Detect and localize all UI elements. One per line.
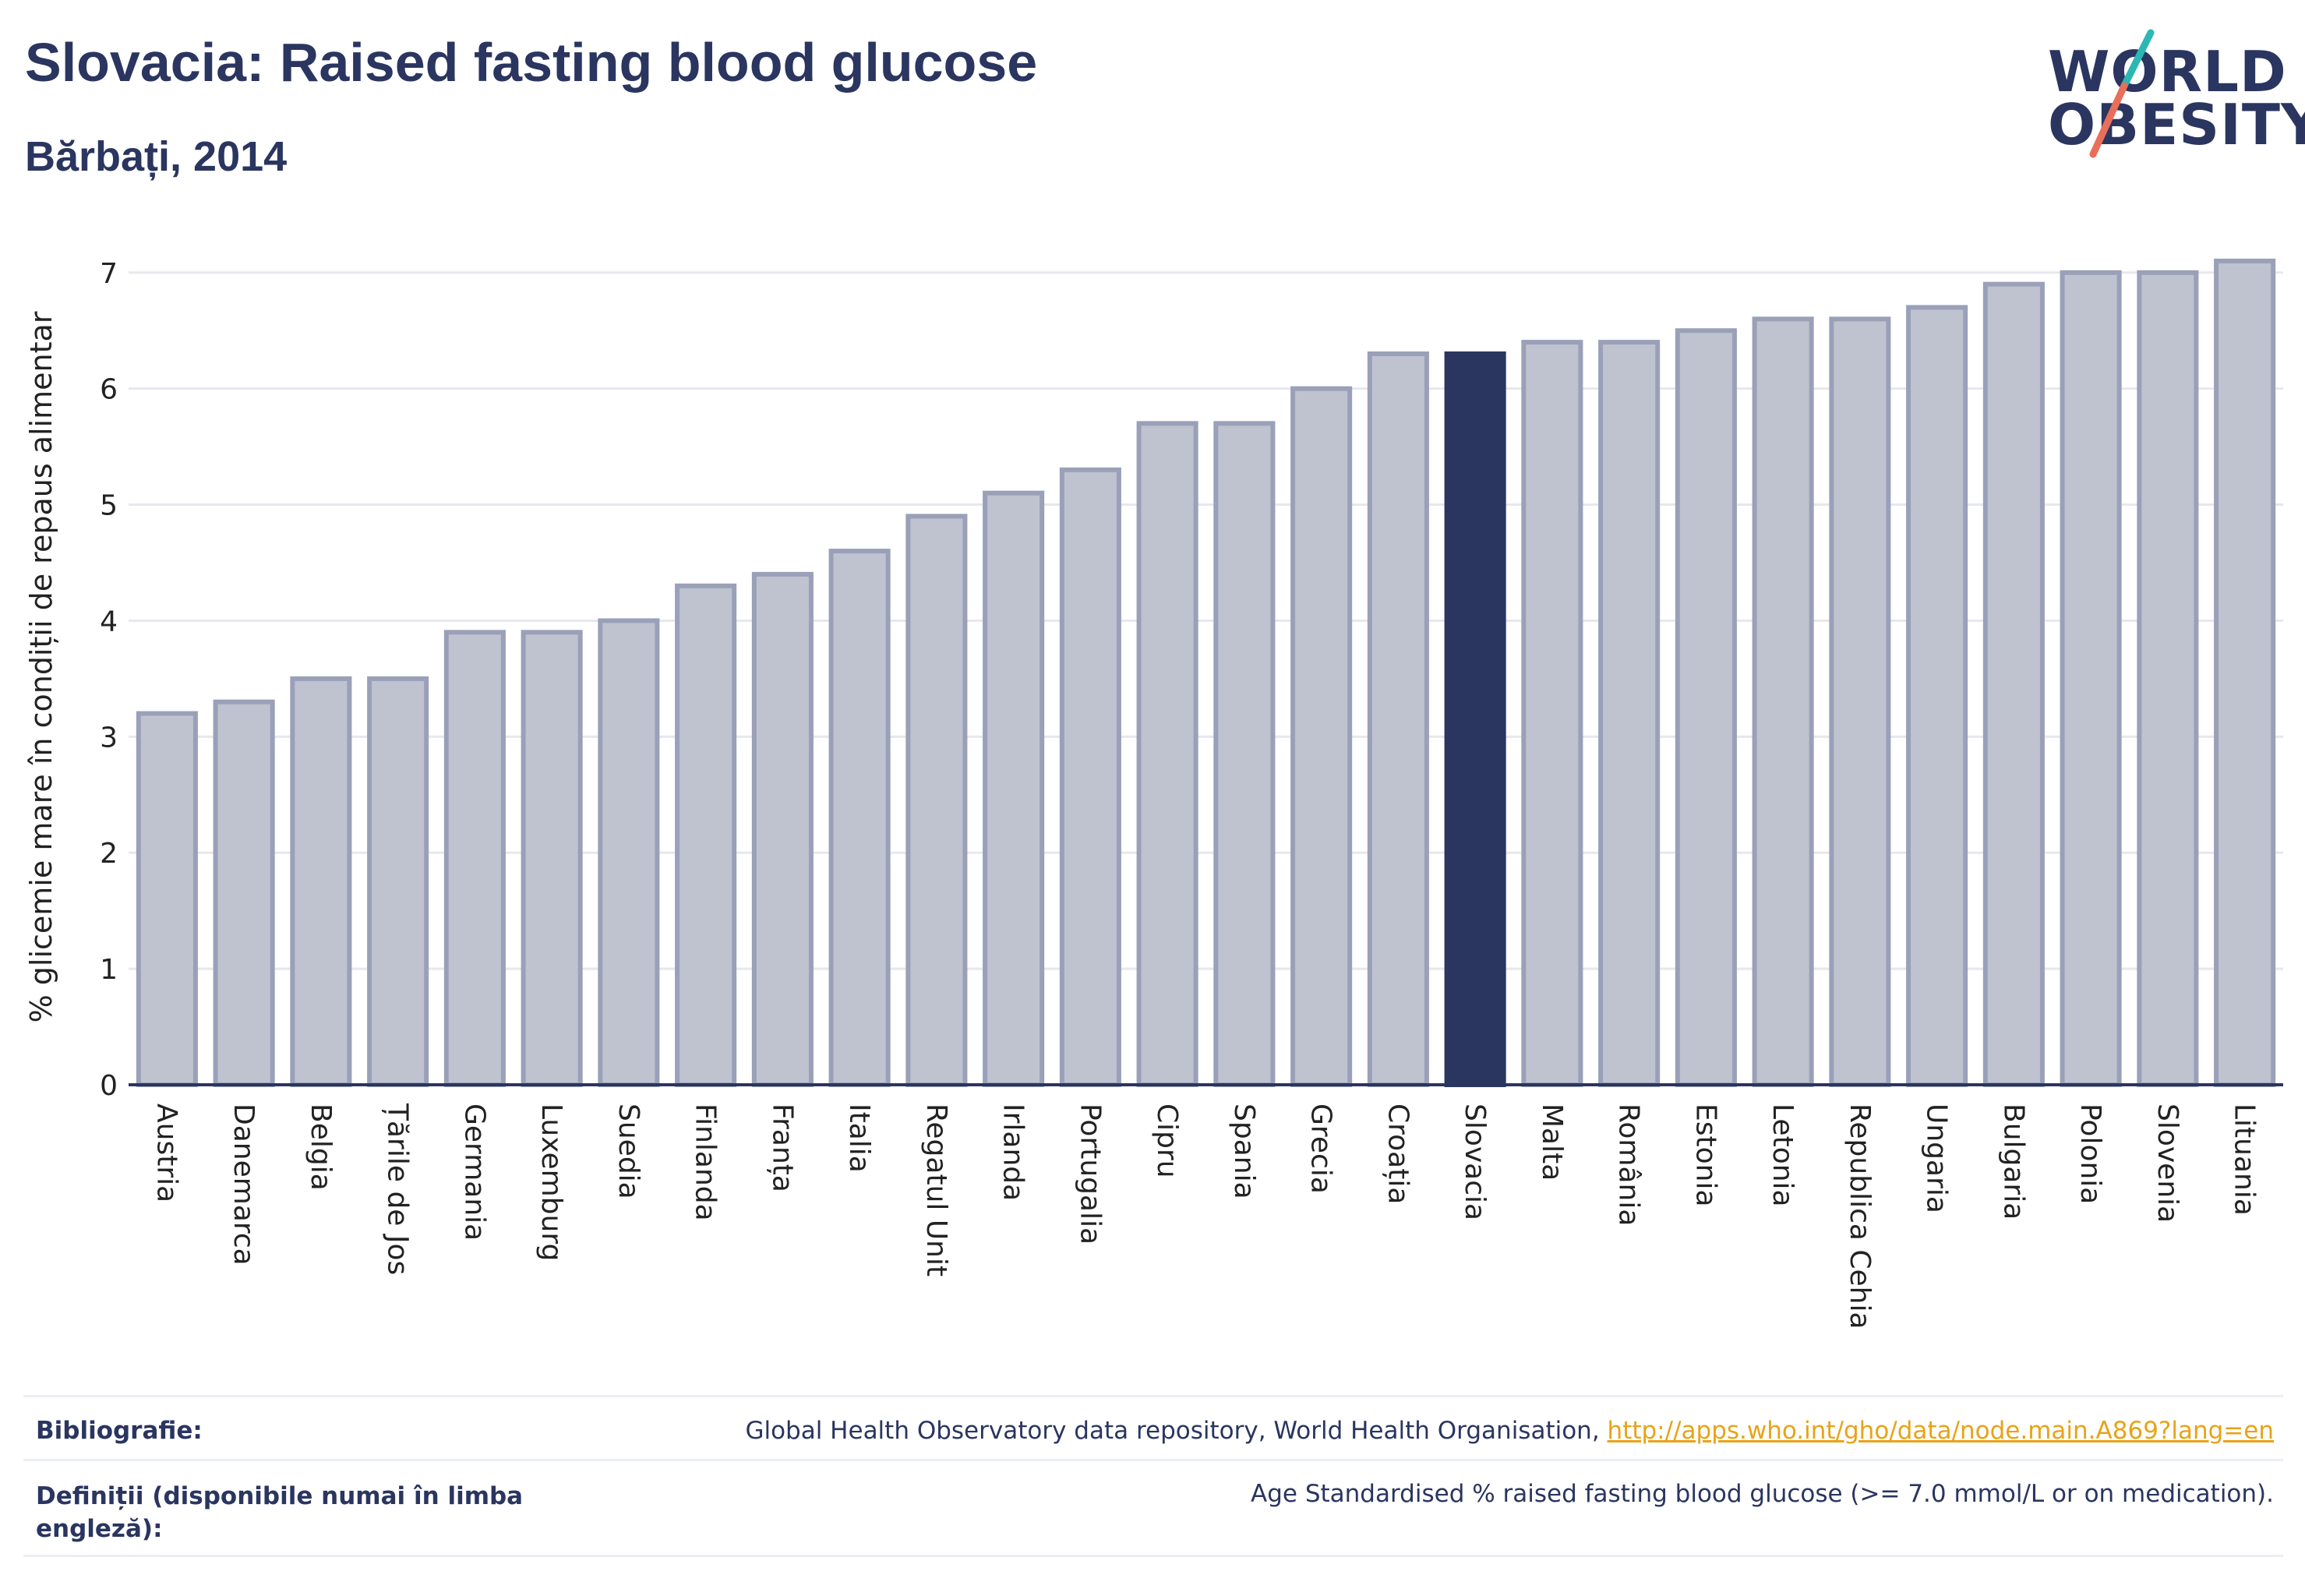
bar-polonia bbox=[2060, 270, 2122, 1087]
bar-estonia bbox=[1675, 328, 1737, 1087]
bar-portugalia bbox=[1059, 467, 1121, 1087]
bar-cipru bbox=[1136, 421, 1198, 1087]
bibliography-link[interactable]: http://apps.who.int/gho/data/node.main.A… bbox=[1607, 1417, 2274, 1445]
bar-lituania bbox=[2214, 258, 2276, 1087]
bar-croația bbox=[1367, 351, 1429, 1087]
x-tick-label: Spania bbox=[1228, 1103, 1260, 1199]
y-tick-label: 3 bbox=[100, 722, 118, 754]
bar-italia bbox=[828, 549, 891, 1087]
x-tick-label: Irlanda bbox=[997, 1103, 1029, 1201]
bar-slovacia bbox=[1444, 351, 1506, 1087]
x-tick-label: Malta bbox=[1536, 1103, 1568, 1181]
bar-irlanda bbox=[983, 490, 1045, 1087]
x-tick-label: Regatul Unit bbox=[920, 1103, 952, 1276]
x-tick-label: Estonia bbox=[1689, 1103, 1721, 1207]
definitions-row: Definiții (disponibile numai în limba en… bbox=[23, 1477, 2283, 1555]
x-tick-label: Austria bbox=[150, 1103, 182, 1202]
x-tick-label: Țările de Jos bbox=[382, 1103, 414, 1275]
x-tick-label: Cipru bbox=[1151, 1103, 1183, 1178]
x-tick-label: Franța bbox=[766, 1103, 798, 1192]
x-tick-label: Polonia bbox=[2074, 1103, 2106, 1204]
footer-divider bbox=[23, 1395, 2283, 1397]
bar-germania bbox=[443, 630, 506, 1087]
bar-finlanda bbox=[675, 583, 737, 1087]
footer-divider bbox=[23, 1459, 2283, 1461]
bar-suedia bbox=[598, 618, 660, 1087]
definitions-label-line1: Definiții (disponibile numai în limba bbox=[36, 1482, 524, 1510]
bar-danemarca bbox=[213, 699, 275, 1088]
x-tick-label: Italia bbox=[843, 1103, 875, 1173]
x-tick-label: Luxemburg bbox=[535, 1103, 567, 1261]
bar-spania bbox=[1213, 421, 1276, 1087]
bar-românia bbox=[1598, 340, 1661, 1088]
bar-grecia bbox=[1290, 386, 1353, 1087]
y-tick-label: 0 bbox=[100, 1070, 118, 1102]
logo-text-line2: OBESITY bbox=[2048, 92, 2305, 157]
bar-malta bbox=[1521, 340, 1583, 1088]
x-tick-label: Republica Cehia bbox=[1844, 1103, 1876, 1329]
y-axis-label: % glicemie mare în condiții de repaus al… bbox=[24, 311, 58, 1022]
x-tick-label: Suedia bbox=[612, 1103, 644, 1199]
bar-austria bbox=[136, 711, 198, 1087]
bar-luxemburg bbox=[521, 630, 583, 1087]
x-tick-label: Grecia bbox=[1305, 1103, 1337, 1194]
x-tick-label: Croația bbox=[1382, 1103, 1414, 1204]
y-tick-label: 4 bbox=[100, 606, 118, 637]
chart-title: Slovacia: Raised fasting blood glucose bbox=[25, 32, 1038, 93]
x-tick-label: Germania bbox=[458, 1103, 490, 1241]
bar-slovenia bbox=[2137, 270, 2199, 1087]
bar-bulgaria bbox=[1982, 281, 2045, 1088]
bar-letonia bbox=[1752, 316, 1814, 1088]
bar-chart: 0 1 2 3 4 5 6 7 % glicemie mare în condiții de r… bbox=[24, 258, 2283, 1329]
y-tick-label: 1 bbox=[100, 954, 118, 986]
definitions-label: Definiții (disponibile numai în limba en… bbox=[36, 1480, 523, 1545]
x-tick-label: Slovenia bbox=[2151, 1103, 2183, 1223]
definitions-label-line2: engleză): bbox=[36, 1515, 163, 1543]
x-tick-label: Portugalia bbox=[1074, 1103, 1106, 1245]
bar-țările-de-jos bbox=[367, 676, 429, 1087]
bar-belgia bbox=[290, 676, 352, 1087]
chart-subtitle: Bărbați, 2014 bbox=[25, 133, 288, 180]
bibliography-label: Bibliografie: bbox=[36, 1417, 203, 1445]
x-tick-label: Lituania bbox=[2229, 1103, 2261, 1216]
y-tick-label: 7 bbox=[100, 258, 118, 290]
x-tick-label: Finlanda bbox=[690, 1103, 722, 1221]
y-tick-label: 2 bbox=[100, 838, 118, 870]
x-tick-label: Danemarca bbox=[228, 1103, 259, 1266]
bar-republica-cehia bbox=[1829, 316, 1891, 1088]
x-tick-label: Belgia bbox=[305, 1103, 337, 1191]
bibliography-row: Bibliografie: Global Health Observatory … bbox=[23, 1412, 2283, 1459]
bar-franța bbox=[751, 571, 814, 1087]
logo-text-line1: WORLD bbox=[2048, 39, 2287, 104]
x-tick-label: Slovacia bbox=[1459, 1103, 1491, 1220]
y-tick-label: 6 bbox=[100, 374, 118, 406]
bibliography-text: Global Health Observatory data repositor… bbox=[745, 1417, 1608, 1445]
logo-slash-icon bbox=[2089, 29, 2155, 158]
y-tick-label: 5 bbox=[100, 490, 118, 522]
x-tick-label: România bbox=[1613, 1103, 1645, 1226]
bar-ungaria bbox=[1906, 305, 1968, 1087]
definitions-value: Age Standardised % raised fasting blood … bbox=[1251, 1480, 2274, 1508]
world-obesity-logo: WORLD OBESITY bbox=[2034, 23, 2305, 164]
x-tick-label: Letonia bbox=[1767, 1103, 1798, 1207]
x-tick-label: Bulgaria bbox=[1997, 1103, 2029, 1220]
bar-regatul-unit bbox=[905, 514, 968, 1087]
bibliography-value: Global Health Observatory data repositor… bbox=[745, 1417, 2274, 1445]
footer-divider bbox=[23, 1555, 2283, 1557]
x-tick-label: Ungaria bbox=[1921, 1103, 1953, 1213]
